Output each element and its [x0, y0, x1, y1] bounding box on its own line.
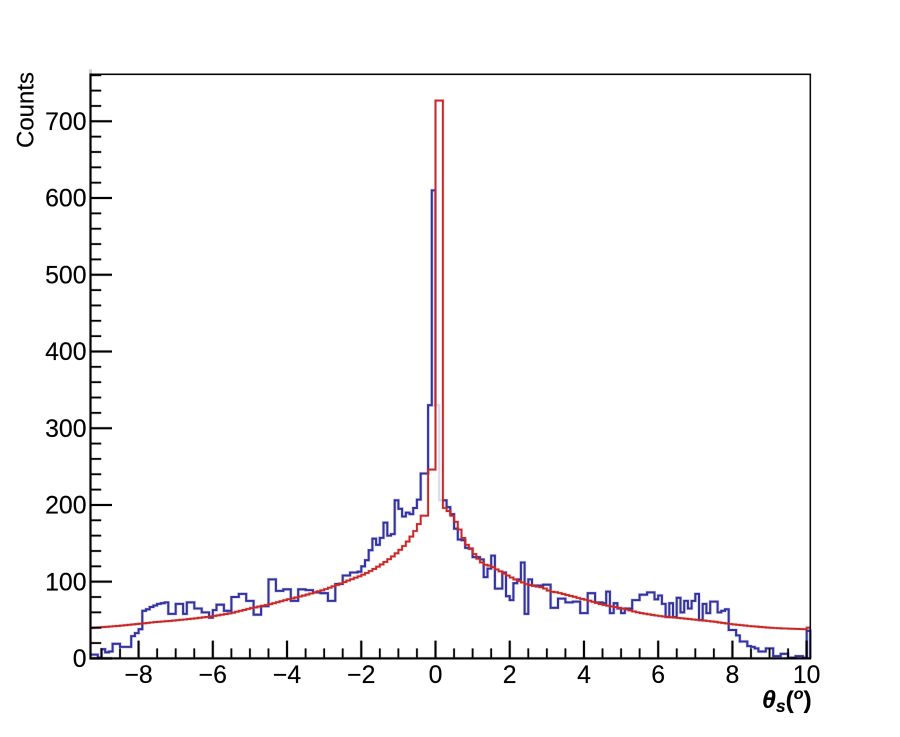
svg-text:500: 500 — [45, 262, 86, 289]
svg-text:−6: −6 — [199, 662, 227, 689]
svg-text:600: 600 — [45, 186, 86, 213]
svg-text:θs(o): θs(o) — [762, 686, 812, 716]
svg-text:−8: −8 — [124, 662, 152, 689]
svg-text:6: 6 — [651, 662, 665, 689]
svg-text:4: 4 — [577, 662, 591, 689]
svg-text:2: 2 — [503, 662, 517, 689]
svg-text:700: 700 — [45, 109, 86, 136]
svg-text:300: 300 — [45, 416, 86, 443]
svg-text:8: 8 — [726, 662, 740, 689]
svg-text:10: 10 — [793, 662, 821, 689]
svg-text:Counts: Counts — [13, 72, 40, 148]
svg-text:0: 0 — [73, 646, 87, 673]
svg-text:−4: −4 — [273, 662, 301, 689]
svg-text:−2: −2 — [347, 662, 375, 689]
svg-text:200: 200 — [45, 493, 86, 520]
svg-text:100: 100 — [45, 569, 86, 596]
svg-text:0: 0 — [429, 662, 443, 689]
svg-text:400: 400 — [45, 339, 86, 366]
